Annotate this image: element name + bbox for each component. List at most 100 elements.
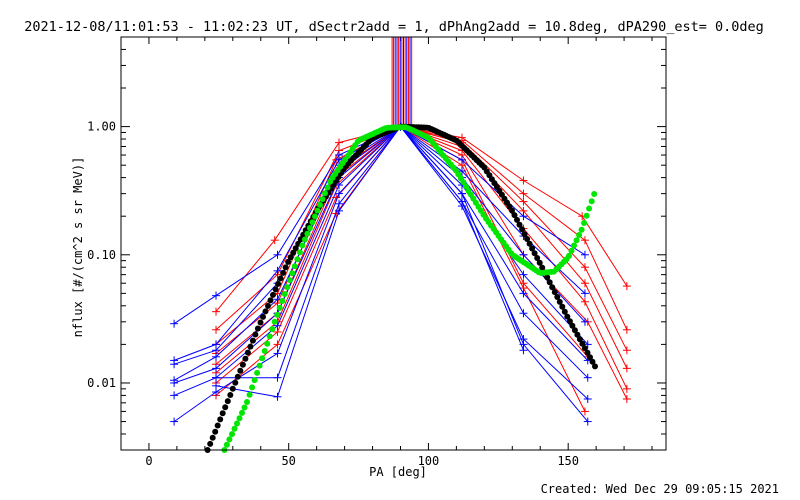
fit-dot	[314, 207, 321, 214]
data-point	[583, 373, 592, 382]
fit-dot	[576, 336, 583, 343]
data-point	[212, 325, 221, 334]
fit-dot	[234, 420, 240, 427]
fit-dot	[571, 327, 578, 334]
fit-dot	[566, 318, 573, 325]
data-point	[212, 364, 221, 373]
fit-dot	[261, 348, 268, 354]
fit-dot	[531, 250, 538, 257]
data-point	[580, 407, 589, 416]
fit-dot	[524, 236, 531, 242]
fit-dot	[544, 274, 551, 281]
fit-dot	[214, 422, 221, 429]
data-point	[457, 189, 466, 198]
data-point	[580, 317, 589, 326]
data-point	[622, 394, 631, 403]
data-point	[519, 212, 528, 221]
fit-dot	[226, 436, 233, 443]
created-footer: Created: Wed Dec 29 09:05:15 2021	[541, 482, 779, 496]
fit-dot	[529, 245, 536, 252]
fit-dot	[536, 259, 543, 266]
fit-dot	[526, 240, 533, 247]
fit-dot	[301, 236, 308, 243]
fit-dot	[257, 319, 264, 326]
black-fit-curve	[204, 123, 598, 453]
fit-dot	[279, 298, 286, 304]
data-point	[273, 373, 282, 382]
fit-dot	[249, 384, 256, 391]
fit-dot	[573, 237, 580, 244]
fit-dot	[546, 279, 553, 286]
fit-dot	[252, 331, 259, 338]
plot-frame	[120, 36, 667, 451]
fit-dot	[234, 373, 241, 380]
fit-dot	[576, 232, 583, 238]
fit-dot	[317, 201, 323, 208]
fit-dot	[566, 252, 572, 259]
series-line	[215, 126, 628, 351]
data-point	[622, 364, 631, 373]
fit-dot	[289, 270, 296, 277]
fit-dot	[241, 404, 248, 411]
series-line	[215, 126, 628, 313]
data-point	[519, 289, 528, 298]
fit-dot	[229, 431, 235, 438]
series-line	[173, 125, 589, 384]
fit-dot	[299, 242, 306, 249]
y-tick-label: 0.01	[87, 376, 116, 390]
data-point	[519, 250, 528, 259]
fit-dot	[574, 331, 581, 338]
data-point	[170, 378, 179, 387]
fit-dot	[265, 302, 271, 309]
fit-dot	[281, 291, 288, 297]
data-point	[457, 197, 466, 206]
data-point	[519, 197, 528, 206]
data-point	[270, 236, 279, 245]
fit-dot	[229, 385, 236, 392]
fit-dot	[231, 425, 238, 432]
fit-dot	[223, 441, 230, 448]
x-axis-label: PA [deg]	[369, 465, 427, 479]
fit-dot	[290, 249, 297, 256]
chart-title: 2021-12-08/11:01:53 - 11:02:23 UT, dSect…	[24, 19, 764, 35]
fit-dot	[519, 226, 526, 233]
fit-dot	[246, 391, 253, 398]
fit-dot	[559, 303, 566, 310]
data-point	[170, 360, 179, 369]
fit-dot	[259, 355, 266, 362]
axis-ticks: 0 50 100 150 0.01 0.10 1.00	[87, 36, 666, 468]
data-point	[212, 352, 221, 361]
data-point	[335, 189, 343, 198]
data-point	[622, 282, 631, 291]
fit-dot	[568, 247, 575, 254]
fit-dot	[239, 361, 246, 368]
fit-dot	[322, 190, 328, 197]
fit-dot	[571, 242, 577, 249]
fit-dot	[534, 255, 541, 261]
fit-dot	[286, 277, 293, 284]
fit-dot	[581, 345, 588, 352]
data-point	[580, 289, 589, 298]
fit-dot	[217, 416, 224, 423]
fit-dot	[244, 399, 250, 405]
data-point	[273, 321, 282, 330]
fit-dot	[285, 258, 292, 265]
fit-dot	[539, 264, 546, 271]
fit-dot	[224, 398, 231, 405]
fit-dot	[269, 326, 276, 333]
x-tick-label: 150	[557, 454, 579, 468]
fit-dot	[270, 291, 276, 298]
data-point	[212, 373, 221, 382]
fit-dot	[274, 311, 281, 318]
data-point	[622, 325, 631, 334]
fit-dot	[272, 286, 279, 293]
fit-dot	[296, 249, 303, 256]
fit-dot	[232, 379, 239, 386]
data-point	[335, 138, 343, 147]
fit-dot	[551, 289, 558, 296]
series-line	[173, 125, 589, 396]
fit-dot	[509, 207, 515, 214]
fit-dot	[249, 337, 256, 344]
fit-dot	[264, 340, 271, 347]
data-point	[273, 392, 282, 401]
